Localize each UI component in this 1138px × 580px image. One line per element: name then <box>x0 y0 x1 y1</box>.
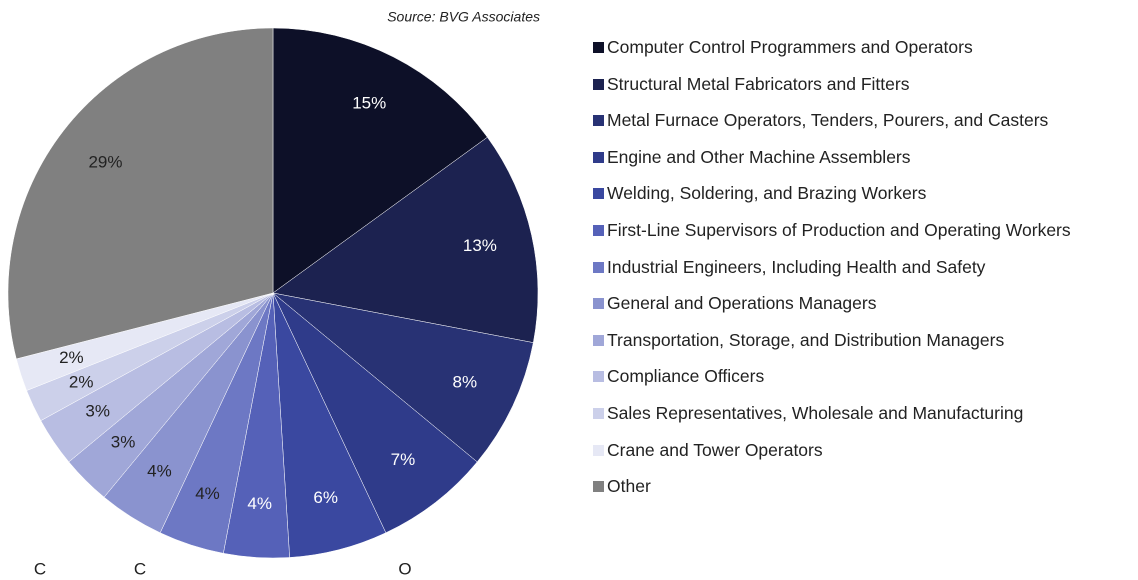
legend-swatch <box>593 444 604 456</box>
legend: Computer Control Programmers and Operato… <box>593 30 1138 506</box>
legend-label: First-Line Supervisors of Production and… <box>607 219 1071 240</box>
legend-item: Structural Metal Fabricators and Fitters <box>593 67 1138 104</box>
legend-swatch <box>593 42 604 53</box>
legend-label: Industrial Engineers, Including Health a… <box>607 256 986 277</box>
legend-label: Engine and Other Machine Assemblers <box>607 146 911 167</box>
annotation: C <box>34 559 46 578</box>
legend-item: First-Line Supervisors of Production and… <box>593 213 1138 250</box>
legend-label: Welding, Soldering, and Brazing Workers <box>607 183 927 204</box>
legend-item: Metal Furnace Operators, Tenders, Pourer… <box>593 103 1138 140</box>
legend-label: General and Operations Managers <box>607 293 877 314</box>
legend-label: Transportation, Storage, and Distributio… <box>607 329 1005 350</box>
data-label: 13% <box>463 236 497 255</box>
source: Source: BVG Associates <box>387 9 540 25</box>
legend-item: Compliance Officers <box>593 359 1138 396</box>
data-label: 8% <box>453 373 478 392</box>
legend-swatch <box>593 334 604 346</box>
data-label: 6% <box>313 488 338 507</box>
data-label: 7% <box>391 450 416 469</box>
legend-label: Structural Metal Fabricators and Fitters <box>607 73 910 94</box>
data-label: 3% <box>111 432 136 451</box>
pie-slice <box>272 292 534 463</box>
legend-label: Other <box>607 476 651 497</box>
legend-swatch <box>593 115 604 127</box>
legend-label: Sales Representatives, Wholesale and Man… <box>607 402 1024 423</box>
data-label: 29% <box>88 153 122 172</box>
pie-slice <box>7 27 274 360</box>
annotation: C <box>134 559 146 578</box>
legend-label: Crane and Tower Operators <box>607 439 823 460</box>
data-label: 2% <box>59 348 84 367</box>
legend-item: Engine and Other Machine Assemblers <box>593 140 1138 177</box>
legend-swatch <box>593 298 604 310</box>
legend-label: Metal Furnace Operators, Tenders, Pourer… <box>607 110 1049 131</box>
legend-swatch <box>593 78 604 90</box>
pie-slice <box>272 292 478 534</box>
legend-swatch <box>593 188 604 200</box>
legend-item: Transportation, Storage, and Distributio… <box>593 323 1138 360</box>
legend-swatch <box>593 407 604 419</box>
legend-item: Other <box>593 469 1138 506</box>
legend-item: Crane and Tower Operators <box>593 433 1138 470</box>
legend-swatch <box>593 261 604 273</box>
legend-swatch <box>593 151 604 163</box>
data-label: 2% <box>69 373 94 392</box>
data-label: 4% <box>147 461 172 480</box>
legend-item: Welding, Soldering, and Brazing Workers <box>593 176 1138 213</box>
legend-item: Industrial Engineers, Including Health a… <box>593 250 1138 287</box>
legend-swatch <box>593 224 604 236</box>
legend-swatch <box>593 371 604 383</box>
pie-slice <box>272 136 539 343</box>
data-label: 4% <box>195 484 220 503</box>
annotation: O <box>398 559 411 578</box>
legend-item: Sales Representatives, Wholesale and Man… <box>593 396 1138 433</box>
pie-slice <box>272 27 488 294</box>
legend-item: General and Operations Managers <box>593 286 1138 323</box>
data-label: 15% <box>352 94 386 113</box>
data-label: 3% <box>85 402 110 421</box>
legend-label: Compliance Officers <box>607 366 765 387</box>
data-label: 4% <box>247 494 272 513</box>
legend-swatch <box>593 481 604 493</box>
legend-item: Computer Control Programmers and Operato… <box>593 30 1138 67</box>
legend-label: Computer Control Programmers and Operato… <box>607 37 973 57</box>
